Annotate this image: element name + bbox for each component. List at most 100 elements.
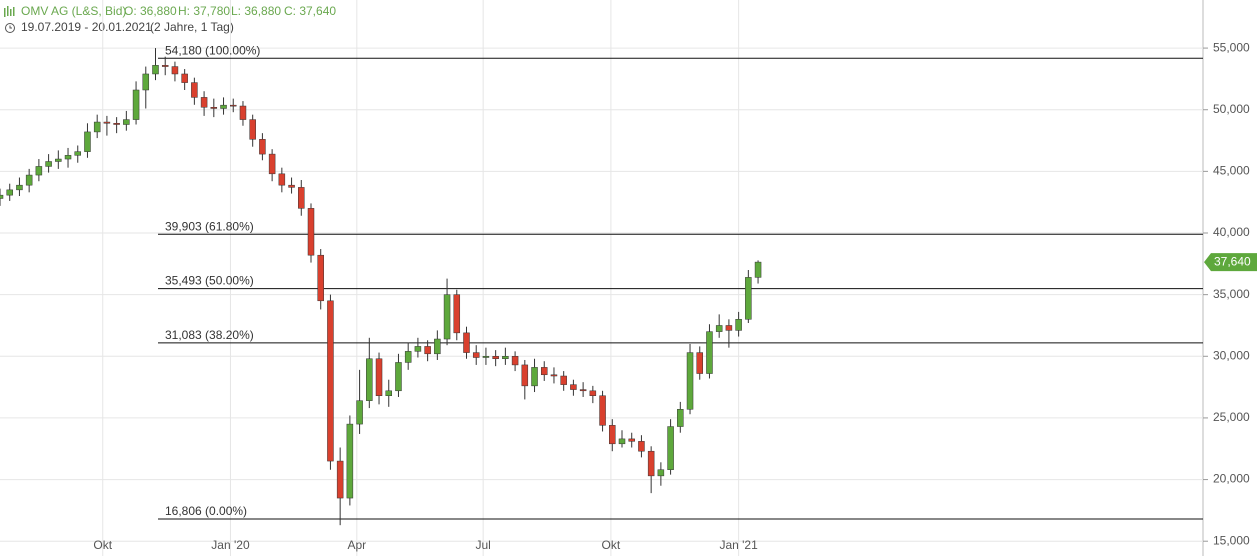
candle-body: [220, 104, 227, 109]
candle-body: [502, 356, 509, 359]
candle-body: [385, 390, 392, 396]
clock-hands: [9, 25, 12, 29]
fib-label: 35,493 (50.00%): [165, 274, 254, 288]
candle-body: [16, 184, 23, 191]
candle-body: [570, 384, 577, 390]
y-tick-label: 50,000: [1213, 102, 1250, 116]
candle-body: [667, 426, 674, 470]
y-tick-label: 20,000: [1213, 472, 1250, 486]
candle-body: [453, 294, 461, 334]
y-tick-label: 55,000: [1213, 40, 1250, 54]
candle-body: [268, 153, 276, 175]
candle-body: [142, 73, 150, 91]
candle-body: [259, 139, 266, 155]
stat-close: C: 37,640: [284, 4, 336, 18]
candle-body: [25, 174, 33, 186]
candle-body: [531, 367, 538, 387]
candle-body: [725, 325, 733, 331]
candle-body: [239, 105, 247, 120]
period: (2 Jahre, 1 Tag): [150, 20, 234, 34]
candle-body: [181, 73, 188, 83]
candle-body: [84, 131, 91, 152]
candle-body: [123, 119, 130, 125]
candle-body: [540, 367, 548, 376]
fib-label: 54,180 (100.00%): [165, 43, 260, 57]
candle-body: [200, 97, 208, 108]
candle-body: [434, 338, 441, 355]
candle-body: [599, 395, 606, 426]
candle-body: [191, 82, 198, 98]
candle-body: [677, 409, 684, 427]
x-tick-label: Jul: [475, 538, 490, 552]
candle-body: [6, 189, 13, 196]
candle-body: [618, 438, 626, 445]
candle-body: [521, 364, 529, 387]
candle-body: [550, 374, 558, 377]
candle-body: [609, 425, 616, 445]
y-tick-label: 35,000: [1213, 287, 1250, 301]
candle-body: [482, 356, 490, 358]
y-tick-label: 15,000: [1213, 533, 1250, 547]
candle-body: [152, 65, 159, 75]
y-tick-label: 40,000: [1213, 225, 1250, 239]
chart-title: OMV AG (L&S, Bid): [21, 4, 126, 18]
candle-body: [375, 358, 383, 396]
candle-body: [463, 332, 470, 353]
candle-body: [366, 358, 373, 401]
candle-body: [492, 356, 499, 359]
candle-body: [298, 187, 305, 209]
fib-label: 16,806 (0.00%): [165, 504, 247, 518]
candle-body: [735, 319, 742, 331]
candle-body: [579, 389, 587, 392]
candle-body: [638, 441, 645, 452]
stat-open: O: 36,880: [124, 4, 177, 18]
date-range: 19.07.2019 - 20.01.2021: [21, 20, 152, 34]
y-tick-label: 45,000: [1213, 164, 1250, 178]
candle-body: [511, 356, 519, 366]
candle-body: [696, 352, 703, 374]
candle-body: [589, 390, 597, 396]
candle-body: [210, 107, 218, 109]
candle-body: [317, 254, 324, 302]
candle-body: [472, 352, 480, 358]
stat-low: L: 36,880: [231, 4, 281, 18]
fib-label: 39,903 (61.80%): [165, 219, 254, 233]
candle-body: [686, 352, 694, 410]
candle-body: [414, 346, 422, 352]
candle-body: [404, 351, 412, 363]
candle-body: [745, 277, 752, 320]
candle-body: [55, 158, 62, 162]
candle-body: [560, 375, 567, 385]
stat-high: H: 37,780: [178, 4, 230, 18]
y-tick-label: 25,000: [1213, 410, 1250, 424]
candle-body: [327, 300, 334, 462]
candle-body: [249, 119, 256, 140]
y-tick-label: 30,000: [1213, 348, 1250, 362]
candle-body: [443, 294, 451, 340]
candle-body: [132, 89, 140, 120]
candle-body: [395, 362, 402, 392]
candle-body: [74, 151, 81, 156]
candle-body: [346, 423, 354, 499]
candle-body: [35, 166, 43, 176]
last-price-label: 37,640: [1214, 254, 1251, 268]
chart-icon: [4, 6, 15, 17]
candle-body: [356, 400, 363, 425]
header: OMV AG (L&S, Bid) O: 36,880 H: 37,780 L:…: [4, 4, 336, 34]
candle-body: [45, 161, 52, 167]
candle-body: [754, 261, 762, 278]
candle-body: [706, 331, 713, 374]
last-price-tag: [1204, 253, 1257, 272]
candle-body: [647, 450, 655, 477]
candle-body: [93, 121, 101, 133]
candle-body: [715, 325, 723, 332]
candle-body: [307, 208, 315, 256]
candle-body: [161, 65, 169, 67]
candle-body: [336, 460, 344, 499]
candle-body: [657, 469, 665, 477]
candle-body: [64, 155, 72, 160]
candle-body: [113, 123, 120, 125]
candle-body: [628, 438, 635, 442]
clock-icon: [5, 23, 15, 33]
x-tick-label: Jan '20: [211, 538, 250, 552]
